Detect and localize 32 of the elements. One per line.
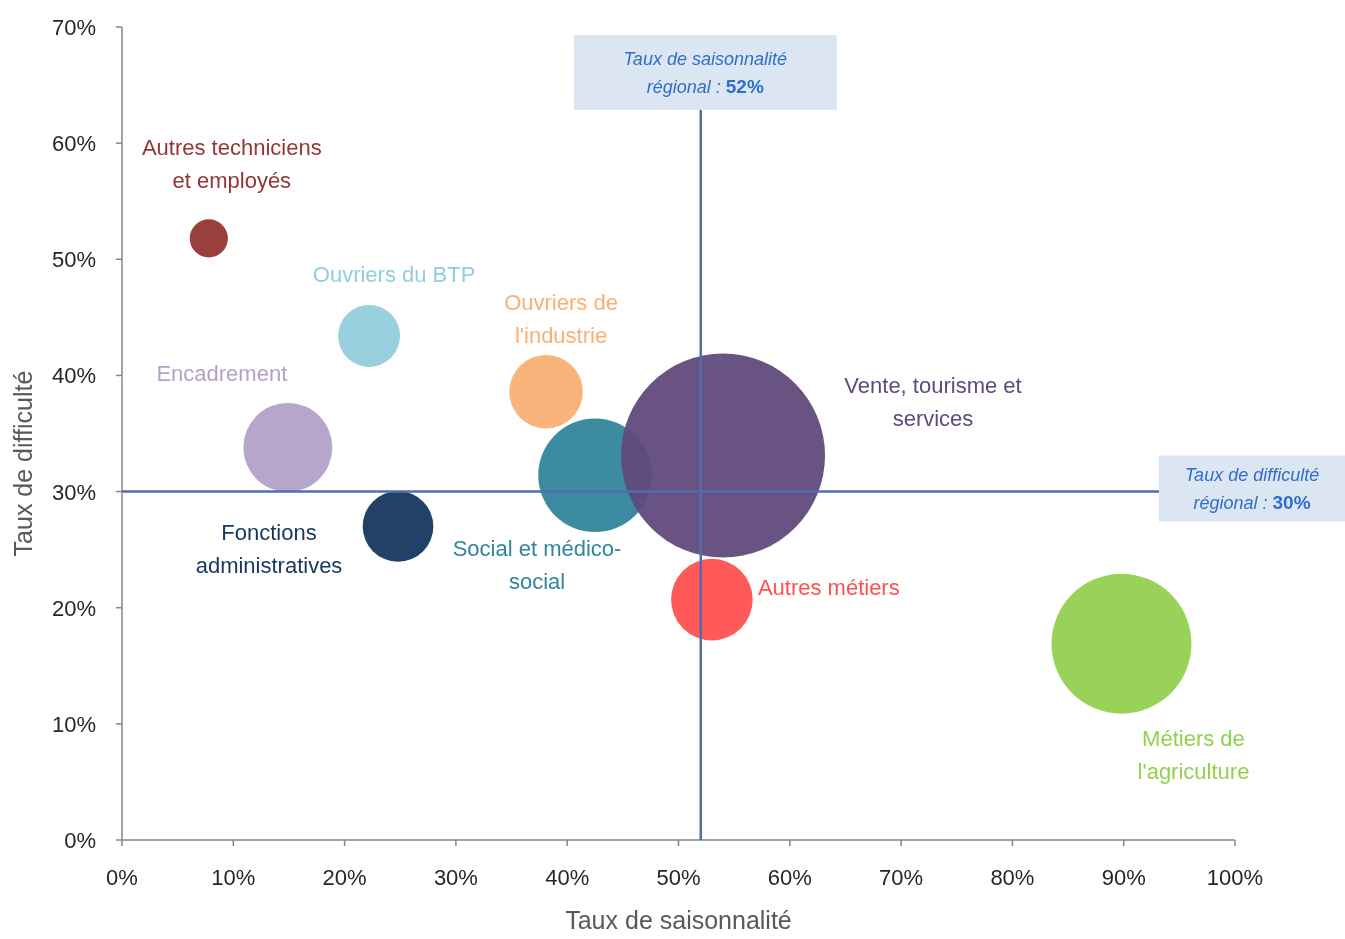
- x-tick-label: 100%: [1206, 865, 1264, 890]
- y-tick-label: 20%: [51, 595, 96, 621]
- y-tick-label: 0%: [64, 828, 96, 853]
- x-tick-label: 10%: [211, 865, 256, 890]
- series-label: Encadrement: [156, 361, 288, 387]
- series-label: Vente, tourisme et services: [844, 372, 1022, 431]
- y-axis-title: Taux de difficulté: [9, 370, 37, 557]
- x-tick-label: 0%: [106, 865, 138, 890]
- x-tick-label: 50%: [656, 865, 701, 890]
- x-tick-label: 20%: [322, 865, 367, 890]
- text: Autres techniciens et employés: [141, 135, 322, 194]
- ref-line-label: Taux de difficulté régional : 30%: [1184, 464, 1320, 513]
- x-tick-label: 80%: [990, 865, 1035, 890]
- series-label: Fonctions administratives: [195, 520, 343, 579]
- ref-line-label: Taux de saisonnalité régional : 52%: [623, 48, 787, 97]
- x-axis-title: Taux de saisonnalité: [565, 906, 792, 934]
- series-label: Métiers de l'agriculture: [1137, 725, 1250, 784]
- y-tick-label: 50%: [51, 247, 96, 273]
- y-tick-label: 70%: [51, 15, 96, 40]
- series-label: Ouvriers du BTP: [312, 261, 476, 287]
- y-tick-label: 30%: [51, 479, 96, 505]
- x-tick-label: 40%: [545, 865, 590, 890]
- x-tick-label: 90%: [1101, 865, 1146, 890]
- x-tick-label: 30%: [433, 865, 478, 890]
- series-label: Autres métiers: [757, 574, 900, 600]
- y-tick-label: 10%: [51, 711, 96, 737]
- x-tick-label: 70%: [879, 865, 924, 890]
- y-tick-label: 60%: [51, 131, 96, 157]
- series-label: Social et médico-social: [452, 536, 622, 595]
- x-tick-label: 60%: [767, 865, 812, 890]
- series-label: Ouvriers de l'industrie: [504, 289, 618, 348]
- y-tick-label: 40%: [51, 363, 96, 389]
